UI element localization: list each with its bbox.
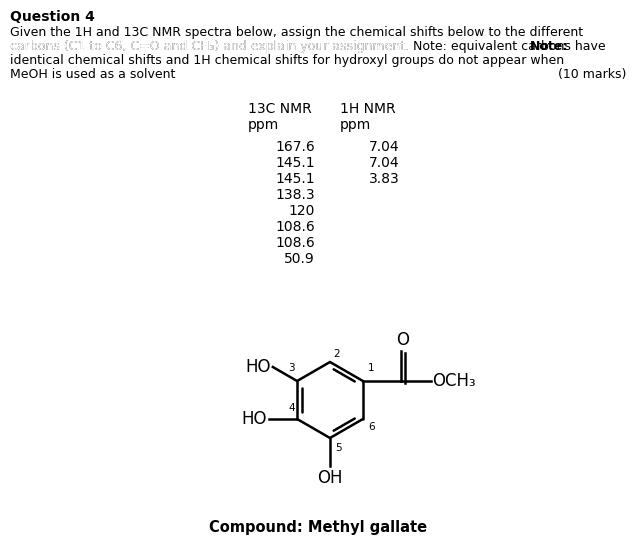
Text: HO: HO: [245, 358, 271, 376]
Text: (10 marks): (10 marks): [558, 68, 626, 81]
Text: O: O: [396, 331, 410, 349]
Text: OH: OH: [317, 469, 343, 487]
Text: 5: 5: [335, 443, 342, 453]
Text: Compound: Methyl gallate: Compound: Methyl gallate: [209, 520, 427, 535]
Text: 120: 120: [289, 204, 315, 218]
Text: carbons (C1 to C6, C=O and CH₃) and explain your assignment. Note: equivalent ca: carbons (C1 to C6, C=O and CH₃) and expl…: [10, 40, 605, 53]
Text: Note:: Note:: [530, 40, 568, 53]
Text: 6: 6: [368, 422, 375, 432]
Text: 13C NMR: 13C NMR: [248, 102, 312, 116]
Text: 108.6: 108.6: [275, 220, 315, 234]
Text: ppm: ppm: [340, 118, 371, 132]
Text: OCH₃: OCH₃: [432, 372, 476, 390]
Text: carbons (C1 to C6, C=O and CH₃) and explain your assignment.: carbons (C1 to C6, C=O and CH₃) and expl…: [10, 40, 413, 53]
Text: 145.1: 145.1: [275, 172, 315, 186]
Text: Given the 1H and 13C NMR spectra below, assign the chemical shifts below to the : Given the 1H and 13C NMR spectra below, …: [10, 26, 583, 39]
Text: MeOH is used as a solvent: MeOH is used as a solvent: [10, 68, 176, 81]
Text: Question 4: Question 4: [10, 10, 95, 24]
Text: 7.04: 7.04: [370, 156, 400, 170]
Text: 4: 4: [289, 403, 295, 413]
Text: 1: 1: [368, 363, 375, 373]
Text: 138.3: 138.3: [275, 188, 315, 202]
Text: 3.83: 3.83: [370, 172, 400, 186]
Text: ppm: ppm: [248, 118, 279, 132]
Text: 3: 3: [289, 363, 295, 373]
Text: 145.1: 145.1: [275, 156, 315, 170]
Text: 167.6: 167.6: [275, 140, 315, 154]
Text: 108.6: 108.6: [275, 236, 315, 250]
Text: HO: HO: [242, 410, 267, 428]
Text: 2: 2: [333, 349, 340, 359]
Text: 1H NMR: 1H NMR: [340, 102, 396, 116]
Text: 50.9: 50.9: [284, 252, 315, 266]
Text: identical chemical shifts and 1H chemical shifts for hydroxyl groups do not appe: identical chemical shifts and 1H chemica…: [10, 54, 564, 67]
Text: 7.04: 7.04: [370, 140, 400, 154]
